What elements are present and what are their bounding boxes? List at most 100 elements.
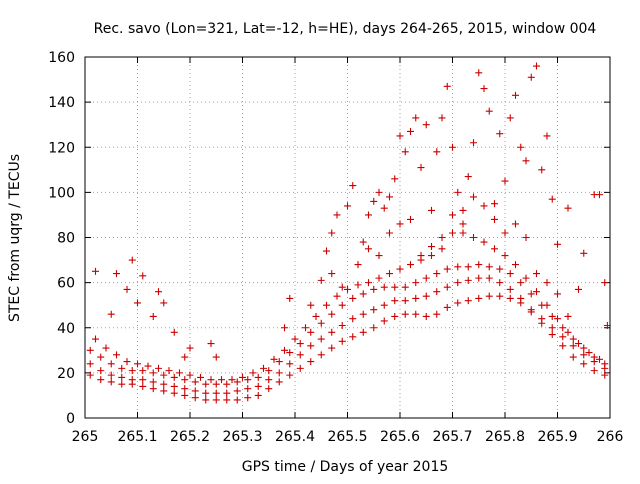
data-point: [338, 337, 346, 345]
data-point: [401, 148, 409, 156]
data-point: [596, 355, 603, 363]
data-point: [407, 261, 414, 269]
data-point: [501, 252, 509, 260]
data-point: [291, 335, 299, 343]
data-point: [286, 371, 294, 379]
y-tick-label: 140: [48, 95, 75, 111]
data-point: [548, 312, 556, 320]
data-point: [286, 294, 294, 302]
data-point: [139, 367, 147, 375]
data-point: [412, 310, 420, 318]
data-point: [191, 394, 199, 402]
data-point: [428, 206, 435, 214]
data-point: [564, 204, 572, 212]
data-point: [275, 358, 283, 366]
data-point: [176, 369, 183, 377]
data-point: [527, 306, 535, 314]
data-point: [417, 164, 425, 172]
y-tick-label: 120: [48, 140, 75, 156]
data-point: [470, 234, 477, 241]
data-point: [454, 263, 462, 271]
data-point: [380, 301, 388, 309]
data-point: [412, 294, 420, 302]
data-point: [338, 301, 346, 309]
data-point: [464, 263, 472, 271]
data-point: [275, 378, 283, 386]
data-point: [359, 238, 367, 246]
data-point: [548, 195, 556, 203]
data-point: [454, 188, 462, 196]
data-point: [543, 132, 551, 140]
data-point: [386, 193, 393, 201]
data-point: [438, 234, 446, 241]
data-point: [506, 270, 514, 278]
grid-lines: [85, 57, 610, 418]
data-point: [527, 290, 535, 298]
data-point: [86, 371, 94, 379]
data-point: [485, 274, 493, 282]
data-point: [307, 301, 315, 309]
x-tick-label: 266: [597, 429, 624, 445]
data-point: [170, 382, 178, 390]
data-point: [370, 285, 378, 293]
x-tick-label: 265.2: [170, 429, 210, 445]
data-point: [160, 371, 168, 379]
data-point: [428, 252, 435, 260]
y-tick-label: 160: [48, 50, 75, 66]
data-point: [113, 270, 120, 278]
data-point: [569, 335, 577, 343]
data-point: [491, 215, 498, 223]
x-tick-label: 265.8: [485, 429, 525, 445]
data-point: [601, 360, 609, 368]
data-point: [317, 335, 325, 343]
data-point: [265, 367, 273, 375]
data-point: [323, 247, 330, 255]
data-point: [160, 380, 168, 388]
plot-frame: [84, 56, 611, 419]
data-point: [92, 335, 99, 343]
data-point: [575, 340, 582, 348]
data-point: [496, 265, 504, 273]
data-point: [475, 274, 483, 282]
data-point: [380, 204, 388, 212]
data-point: [464, 276, 472, 284]
data-point: [134, 360, 141, 368]
data-point: [365, 211, 372, 219]
data-point: [475, 261, 483, 269]
data-point: [475, 69, 483, 77]
data-point: [233, 378, 241, 386]
data-point: [433, 148, 441, 156]
data-point: [139, 382, 147, 390]
data-point: [401, 310, 409, 318]
data-point: [554, 290, 561, 298]
data-point: [333, 211, 341, 219]
data-point: [422, 312, 430, 320]
x-tick-label: 265.4: [275, 429, 315, 445]
y-axis-label: STEC from uqrg / TECUs: [7, 154, 23, 322]
data-point: [134, 299, 141, 307]
data-point: [165, 367, 173, 375]
data-point: [349, 182, 357, 190]
data-point: [102, 344, 110, 352]
data-point: [603, 321, 611, 329]
data-point: [512, 91, 519, 99]
data-point: [433, 310, 441, 318]
data-point: [233, 396, 241, 404]
data-point: [596, 191, 603, 199]
data-point: [323, 301, 330, 309]
data-point: [181, 353, 189, 361]
data-point: [218, 376, 225, 384]
data-point: [155, 364, 162, 372]
data-point: [422, 274, 430, 282]
x-tick-label: 265.3: [222, 429, 262, 445]
data-point: [333, 292, 341, 300]
data-point: [128, 256, 136, 264]
data-point: [590, 353, 598, 361]
axes: 0 20 40 60 80 100 120 140 160 265 265.1 265.2 265.3 2…: [48, 50, 623, 445]
data-point: [412, 279, 420, 287]
data-point: [380, 317, 388, 325]
data-point: [118, 380, 126, 388]
data-point: [270, 355, 278, 363]
data-point: [370, 324, 378, 332]
data-point: [496, 292, 504, 300]
